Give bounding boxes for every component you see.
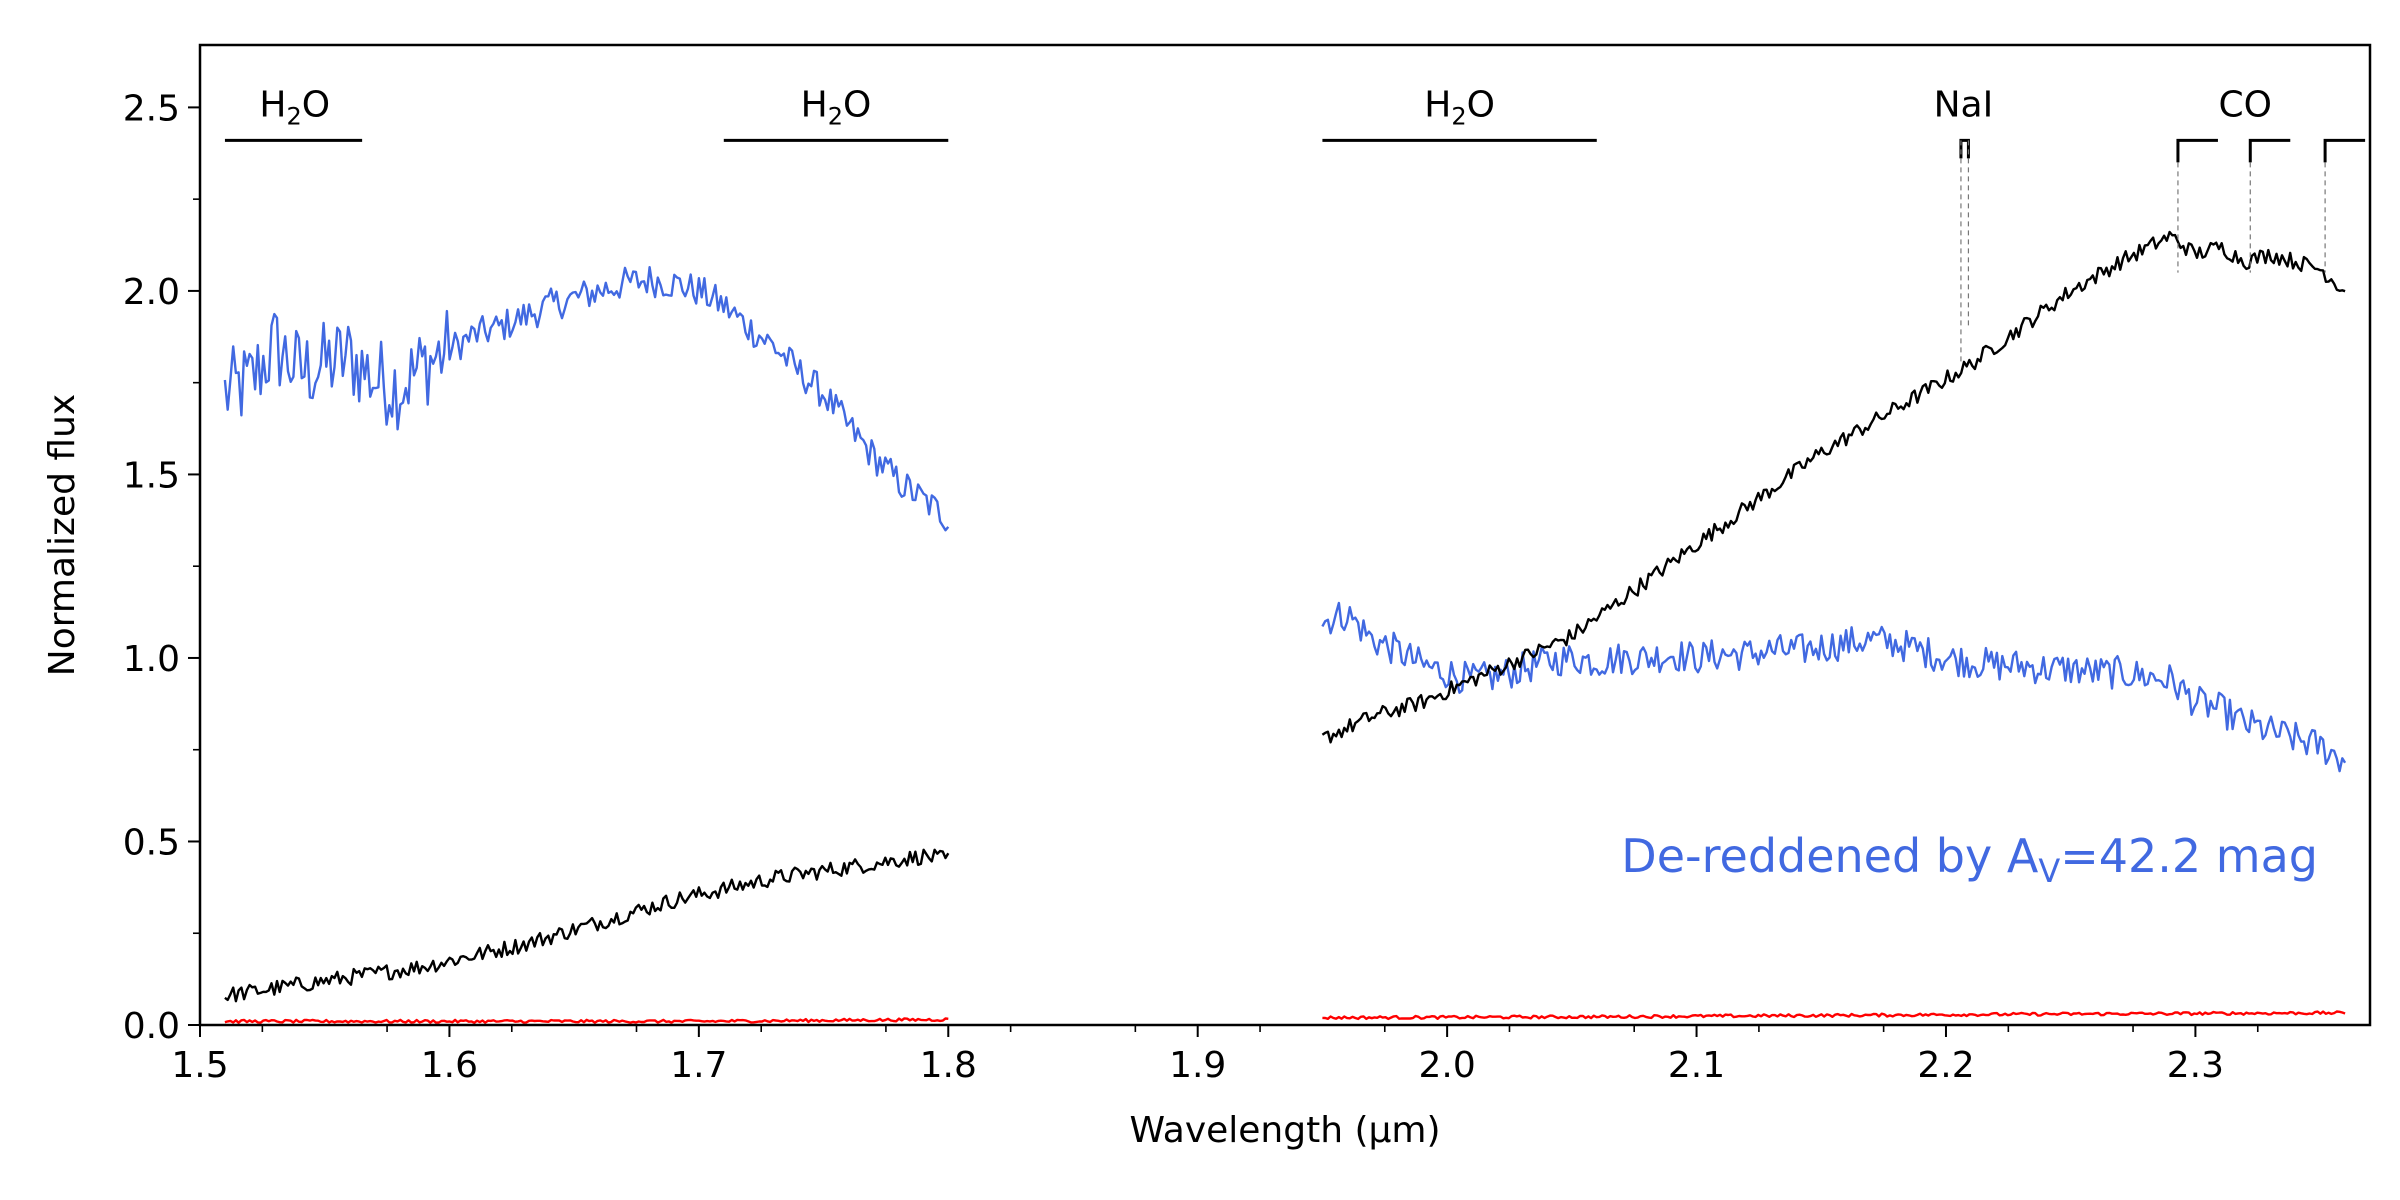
feature-label-main: H [1424,84,1451,125]
x-tick-label: 1.7 [670,1045,727,1086]
series-noise-segment-1 [1322,1010,2346,1021]
co-bandhead-0 [2176,138,2218,163]
x-tick-label: 1.9 [1169,1045,1226,1086]
feature-label-sub: 2 [828,102,843,130]
feature-label-sub: 2 [1451,102,1466,130]
series-dereddened-segment-0 [223,266,950,532]
feature-label-2: H2O [1424,84,1495,130]
feature-label-sub: 2 [287,102,302,130]
y-tick-label: 2.0 [123,272,180,313]
y-tick-label: 1.0 [123,639,180,680]
x-tick-label: 1.8 [920,1045,977,1086]
feature-label-3: NaI [1934,84,1994,125]
co-bandhead-2 [2323,138,2366,163]
x-tick-label: 2.1 [1668,1045,1725,1086]
y-tick-label: 1.5 [123,455,180,496]
annotation-suffix: =42.2 mag [2060,829,2318,883]
annotation-sub: V [2038,852,2060,890]
feature-label-main: H [259,84,286,125]
series-dereddened-segment-1 [1321,601,2347,773]
co-bandhead-1 [2248,138,2291,163]
x-tick-label: 2.3 [2167,1045,2224,1086]
x-tick-label: 1.6 [421,1045,478,1086]
feature-label-main: H [801,84,828,125]
feature-label-0: H2O [259,84,330,130]
x-tick-label: 1.5 [171,1045,228,1086]
series-observed-segment-1 [1321,230,2346,744]
x-tick-label: 2.0 [1418,1045,1475,1086]
dereddened-annotation: De-reddened by AV=42.2 mag [1621,829,2318,890]
feature-label-1: H2O [801,84,872,130]
feature-label-tail: O [843,84,871,125]
feature-label-tail: O [1467,84,1495,125]
axes-ticks: 1.5 1.6 1.7 1.8 1.9 2.0 2.1 2.2 2.3 0.0 0.5 1.0 1.5 2… [123,88,2259,1086]
co-label: CO [2219,84,2272,125]
x-axis-title: Wavelength (μm) [1129,1110,1440,1151]
series-noise-segment-0 [224,1017,949,1024]
y-tick-label: 0.0 [123,1006,180,1047]
y-tick-label: 2.5 [123,88,180,129]
y-tick-label: 0.5 [123,822,180,863]
series-observed-segment-0 [224,848,950,1003]
feature-label-main: NaI [1934,84,1994,125]
feature-label-tail: O [302,84,330,125]
x-tick-label: 2.2 [1917,1045,1974,1086]
plot-frame [198,43,2372,1027]
plot-area: H2O H2O H2O NaI CO [223,84,2366,1024]
y-axis-title: Normalized flux [42,394,83,676]
annotation-prefix: De-reddened by A [1621,829,2039,883]
